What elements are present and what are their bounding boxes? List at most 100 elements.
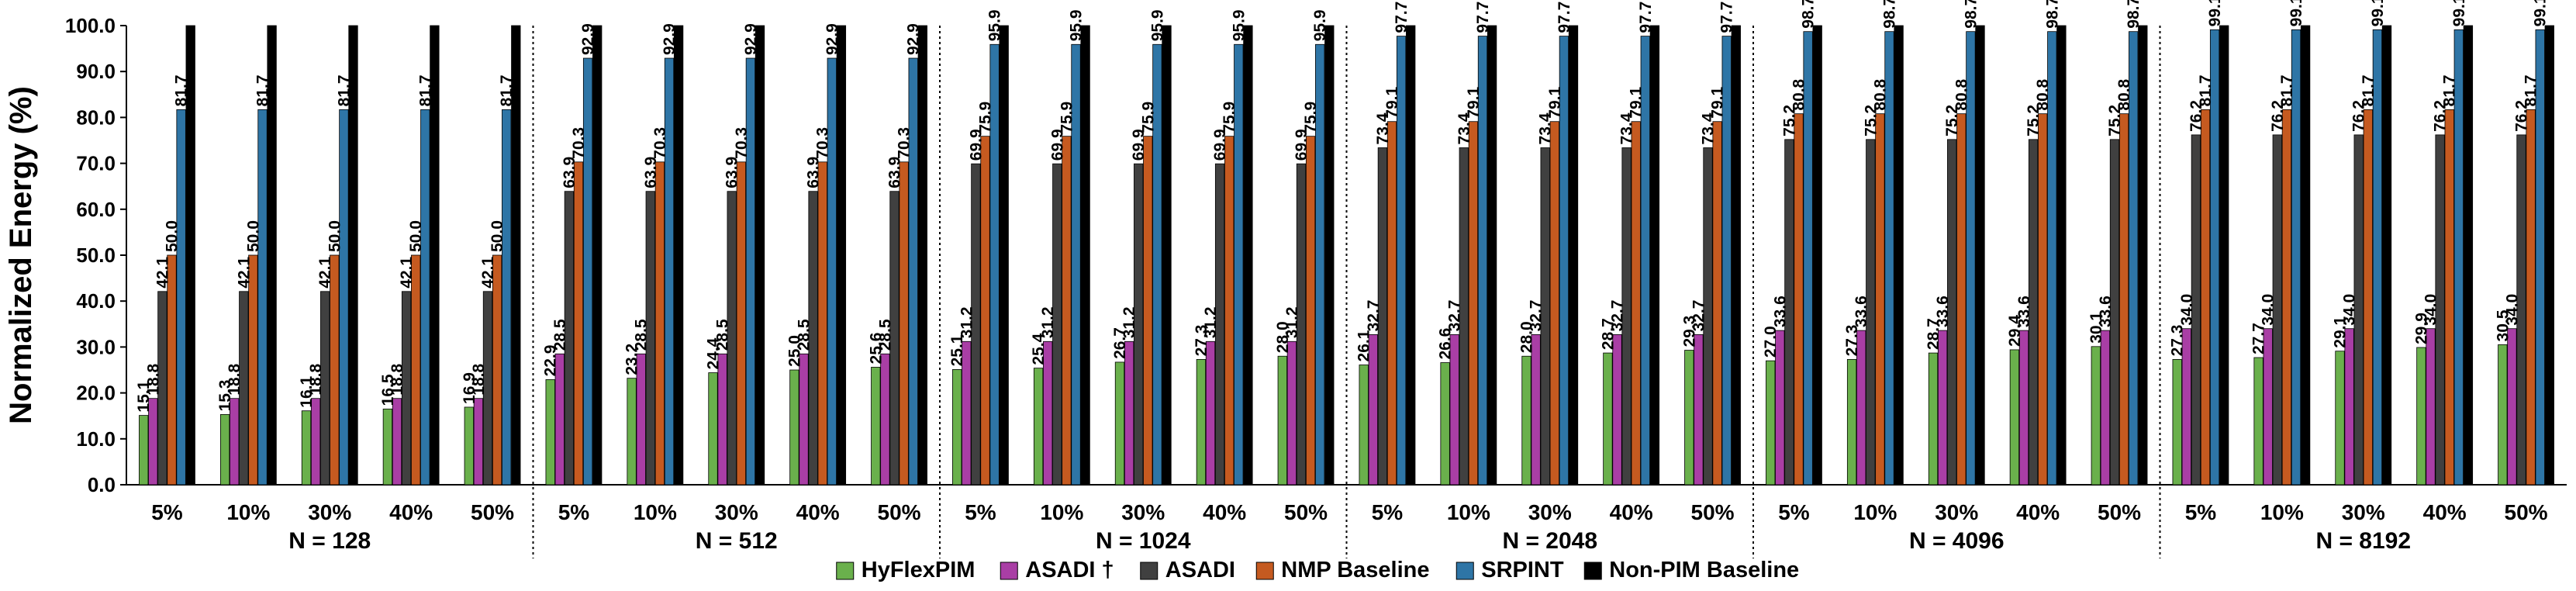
bar-hyflexpim [2172,358,2182,486]
bar-asadi [230,398,240,486]
bar-hyflexpim [952,369,962,486]
bar-hyflexpim [871,367,881,486]
bar-value-label: 31.2 [1039,306,1057,338]
bar-value-label: 80.8 [1953,78,1970,110]
chart-x-axis: 5% 10% 30% 40% 50% N = 128 5% 10% 30% 40% 50% N = 5… [151,26,2548,558]
bar-srpint [2129,31,2139,486]
bar-hyflexpim [1359,365,1369,486]
bar-value-label: 27.0 [1762,326,1780,358]
bar-hyflexpim [1033,368,1044,486]
bar-non-pim-baseline [348,25,358,486]
bar-value-label: 81.7 [254,74,272,106]
bar-value-label: 30.1 [2087,312,2105,344]
x-category-label: 5% [1372,500,1404,524]
bar-non-pim-baseline [2138,25,2148,486]
bar-value-label: 81.7 [2197,74,2215,106]
bar-value-label: 79.1 [1383,87,1401,119]
bar-srpint [2372,29,2383,486]
bar-nmp-baseline [411,254,421,486]
bar-srpint [2535,29,2545,486]
bar-value-label: 99.1 [2369,0,2387,26]
bar-value-label: 81.7 [2360,74,2377,106]
bar-value-label: 23.2 [623,344,641,375]
bar-value-label: 25.0 [786,335,803,367]
bar-asadi [310,398,321,486]
bar-hyflexpim [2091,346,2101,486]
bar-value-label: 42.1 [479,257,497,289]
x-category-label: 30% [1528,500,1572,524]
bar-value-label: 95.9 [1068,9,1086,41]
bar-nmp-baseline [817,161,827,486]
bar-value-label: 95.9 [986,9,1004,41]
bar-value-label: 50.0 [244,220,262,252]
bar-non-pim-baseline [1812,25,1822,486]
bar-value-label: 81.7 [2441,74,2459,106]
x-category-label: 5% [965,500,996,524]
bar-value-label: 50.0 [407,220,425,252]
bar-value-label: 63.9 [886,157,904,188]
x-group-label: N = 128 [288,528,371,554]
bar-non-pim-baseline [1080,25,1090,486]
bar-non-pim-baseline [999,25,1009,486]
bar-value-label: 73.4 [1537,112,1555,144]
x-category-label: 30% [1121,500,1165,524]
bar-nmp-baseline [2363,109,2373,486]
bar-non-pim-baseline [430,25,440,486]
bar-value-label: 28.5 [796,319,813,351]
bar-hyflexpim [1277,355,1287,486]
bar-value-label: 22.9 [542,345,560,377]
bar-srpint [2453,29,2464,486]
bar-asadi [1124,340,1134,486]
bar-value-label: 32.7 [1690,300,1708,332]
bar-value-label: 80.8 [1871,78,1889,110]
bar-value-label: 73.4 [1374,112,1392,144]
x-category-label: 40% [1610,500,1653,524]
bar-value-label: 31.2 [1283,306,1301,338]
bar-srpint [1803,31,1813,486]
bar-value-label: 76.2 [2432,100,2450,132]
bar-value-label: 50.0 [489,220,506,252]
bar-value-label: 69.9 [1211,129,1229,161]
bar-value-label: 28.5 [551,319,569,351]
bar-hyflexpim [301,410,312,486]
bar-srpint [2209,29,2220,486]
x-category-label: 10% [634,500,677,524]
bar-srpint [1477,36,1488,486]
bar-value-label: 16.1 [298,375,316,407]
bar-value-label: 92.9 [824,23,841,55]
bar-value-label: 70.3 [814,127,832,159]
bar-value-label: 81.7 [2522,74,2540,106]
bar-value-label: 34.0 [2341,294,2359,326]
bar-value-label: 63.9 [723,157,741,188]
bar-srpint [827,57,837,486]
bar-srpint [420,109,430,486]
bar-asadi [1377,147,1388,486]
x-category-label: 30% [1935,500,1978,524]
bar-value-label: 28.5 [876,319,894,351]
x-category-label: 30% [715,500,758,524]
bar-non-pim-baseline [2300,25,2311,486]
bar-asadi [1205,340,1216,486]
bar-non-pim-baseline [673,25,684,486]
x-category-label: 30% [308,500,351,524]
bar-value-label: 18.8 [470,364,488,396]
bar-asadi [320,291,330,486]
bar-non-pim-baseline [917,25,927,486]
bar-value-label: 97.7 [1474,2,1492,33]
bar-asadi [1937,330,1948,486]
bar-asadi [1612,334,1622,486]
bar-value-label: 70.3 [570,127,588,159]
bar-value-label: 34.0 [2178,294,2196,326]
bar-value-label: 26.7 [1111,327,1129,359]
bar-hyflexpim [627,378,637,486]
bar-value-label: 26.6 [1437,328,1455,360]
bar-value-label: 75.2 [1780,105,1798,137]
y-tick-label: 90.0 [76,60,116,83]
bar-non-pim-baseline [2463,25,2474,486]
bar-hyflexpim [708,372,718,486]
bar-value-label: 29.9 [2412,313,2430,344]
bar-asadi [473,398,484,486]
bar-asadi [1043,340,1053,486]
bar-hyflexpim [1684,350,1694,486]
bar-srpint [989,43,1000,486]
